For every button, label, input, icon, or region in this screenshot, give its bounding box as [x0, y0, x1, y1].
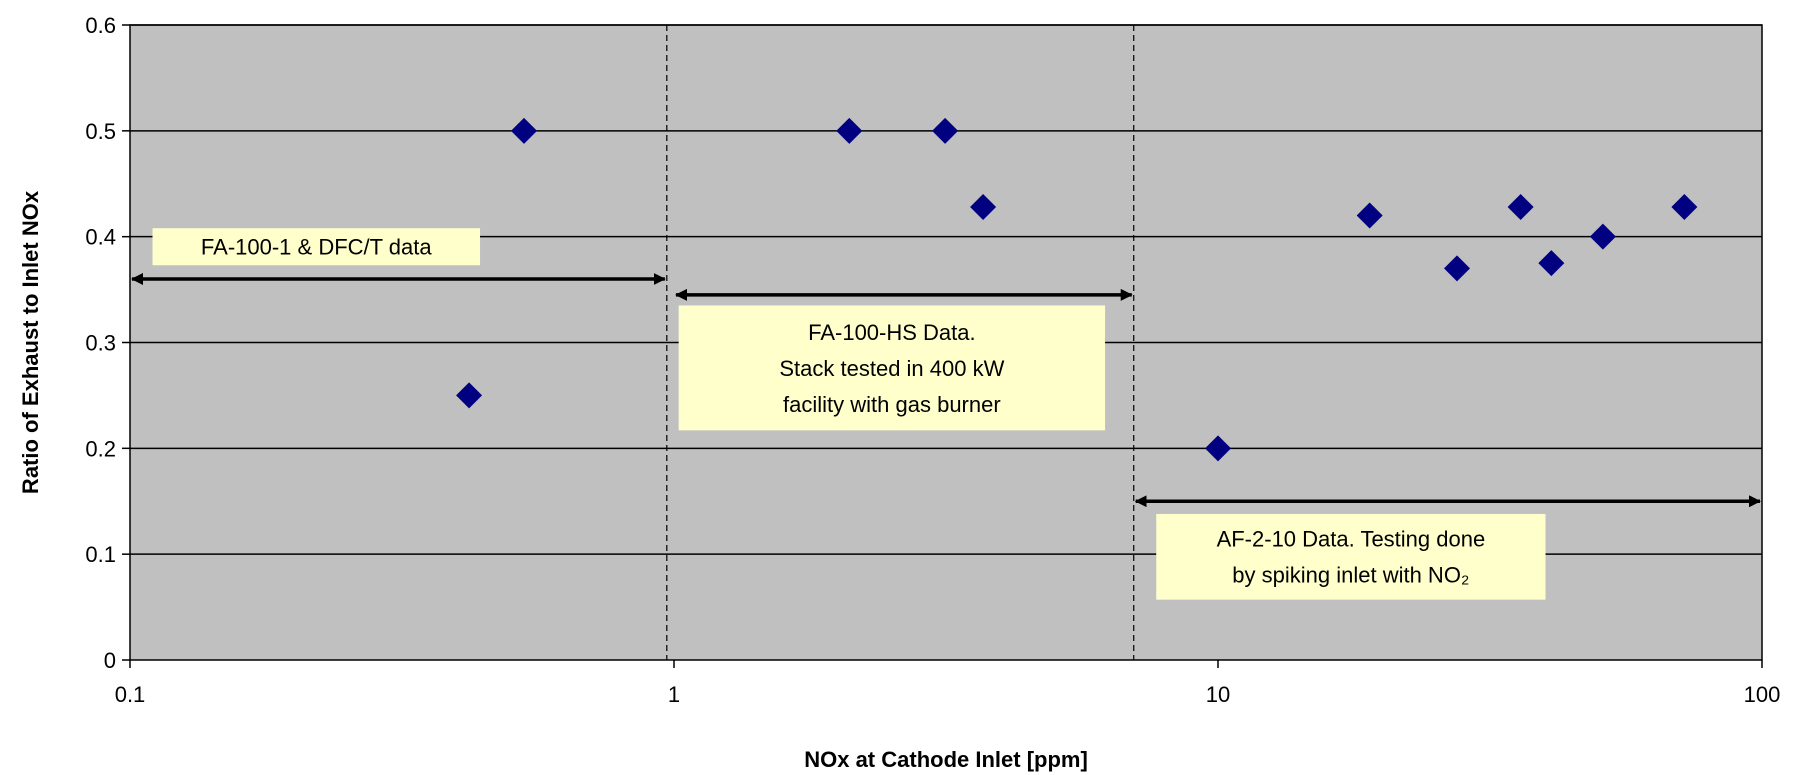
data-point-diamond [1507, 194, 1534, 221]
data-point-diamond [511, 117, 538, 144]
x-tick-label: 10 [1206, 682, 1230, 707]
divider-lines [666, 25, 1135, 660]
annotation-label: by spiking inlet with NO₂ [1232, 563, 1469, 588]
data-point-diamond [836, 117, 863, 144]
y-tick-label: 0 [104, 648, 116, 673]
data-point-diamond [1671, 194, 1698, 221]
x-axis-title: NOx at Cathode Inlet [ppm] [804, 747, 1088, 772]
data-point-diamond [932, 117, 959, 144]
data-point-diamond [1589, 223, 1616, 250]
y-axis-title: Ratio of Exhaust to Inlet NOx [18, 190, 43, 494]
data-point-diamond [1205, 435, 1231, 462]
y-tick-label: 0.1 [85, 542, 116, 567]
y-tick-label: 0.5 [85, 119, 116, 144]
annotations: FA-100-1 & DFC/T data FA-100-HS Data. Stac… [131, 228, 1761, 600]
annotation-label: Stack tested in 400 kW [779, 356, 1004, 381]
annotation-label: AF-2-10 Data. Testing done [1217, 527, 1486, 552]
annotation-box [152, 228, 481, 266]
annotation-label: FA-100-1 & DFC/T data [201, 235, 432, 260]
y-tick-label: 0.6 [85, 13, 116, 38]
axes: 0 0.1 0.2 0.3 0.4 0.5 0.6 0.1 1 10 100 [85, 13, 1780, 707]
y-tick-label: 0.4 [85, 225, 116, 250]
annotation-label: facility with gas burner [783, 392, 1001, 417]
annotation-box [678, 305, 1106, 431]
x-tick-label: 1 [668, 682, 680, 707]
data-point-diamond [456, 382, 483, 409]
annotation-box [1156, 513, 1546, 600]
annotation-label: FA-100-HS Data. [808, 320, 976, 345]
data-point-diamond [1443, 255, 1470, 282]
y-tick-label: 0.3 [85, 331, 116, 356]
data-point-diamond [1538, 250, 1565, 277]
x-tick-label: 0.1 [115, 682, 146, 707]
data-point-diamond [1356, 202, 1383, 229]
y-tick-label: 0.2 [85, 436, 116, 461]
data-point-diamond [970, 194, 997, 221]
data-points [456, 117, 1698, 462]
x-tick-label: 100 [1744, 682, 1781, 707]
